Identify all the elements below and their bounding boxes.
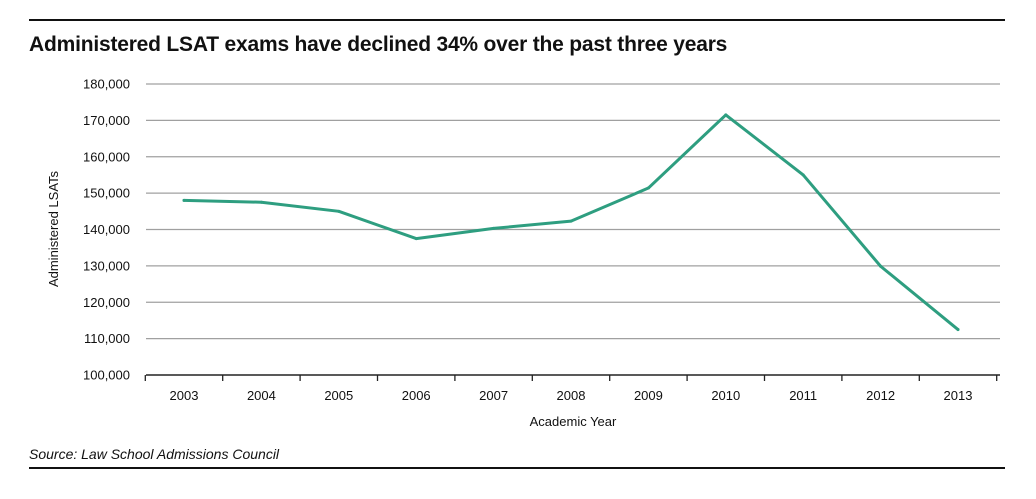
y-tick-label: 150,000 [83,186,130,201]
y-tick-label: 100,000 [83,368,130,383]
top-rule [29,19,1005,21]
x-tick-label: 2012 [866,388,895,403]
data-point [492,226,496,230]
y-tick-label: 170,000 [83,113,130,128]
y-tick-label: 180,000 [83,77,130,92]
y-axis-title: Administered LSATs [46,170,61,287]
data-point [569,219,573,223]
data-point [182,198,186,202]
data-point [956,328,960,332]
bottom-rule [29,467,1005,469]
chart-title: Administered LSAT exams have declined 34… [29,33,728,56]
x-tick-label: 2005 [324,388,353,403]
data-point [801,173,805,177]
data-point [724,113,728,117]
y-axis: 100,000 110,000 120,000 130,000 140,000 150,0… [83,77,130,383]
x-tick-label: 2007 [479,388,508,403]
data-point [259,200,263,204]
data-point [646,186,650,190]
x-tick-label: 2010 [711,388,740,403]
x-tick-label: 2003 [170,388,199,403]
source-note: Source: Law School Admissions Council [29,446,280,462]
y-tick-label: 140,000 [83,222,130,237]
x-tick-label: 2008 [557,388,586,403]
x-tick-label: 2011 [789,388,817,403]
data-point [414,237,418,241]
y-tick-label: 110,000 [84,331,130,346]
x-tick-label: 2013 [944,388,973,403]
gridlines [146,83,1000,340]
x-tick-label: 2009 [634,388,663,403]
y-tick-label: 130,000 [83,258,130,273]
x-tick-label: 2004 [247,388,276,403]
x-tick-label: 2006 [402,388,431,403]
y-tick-label: 120,000 [83,295,130,310]
data-point [879,264,883,268]
y-tick-label: 160,000 [83,149,130,164]
x-axis-title: Academic Year [530,414,617,429]
x-axis: 2003 2004 2005 2006 2007 2008 2009 2010 2011 2012… [144,374,1000,403]
data-point [337,209,341,213]
series-layer [182,113,960,332]
